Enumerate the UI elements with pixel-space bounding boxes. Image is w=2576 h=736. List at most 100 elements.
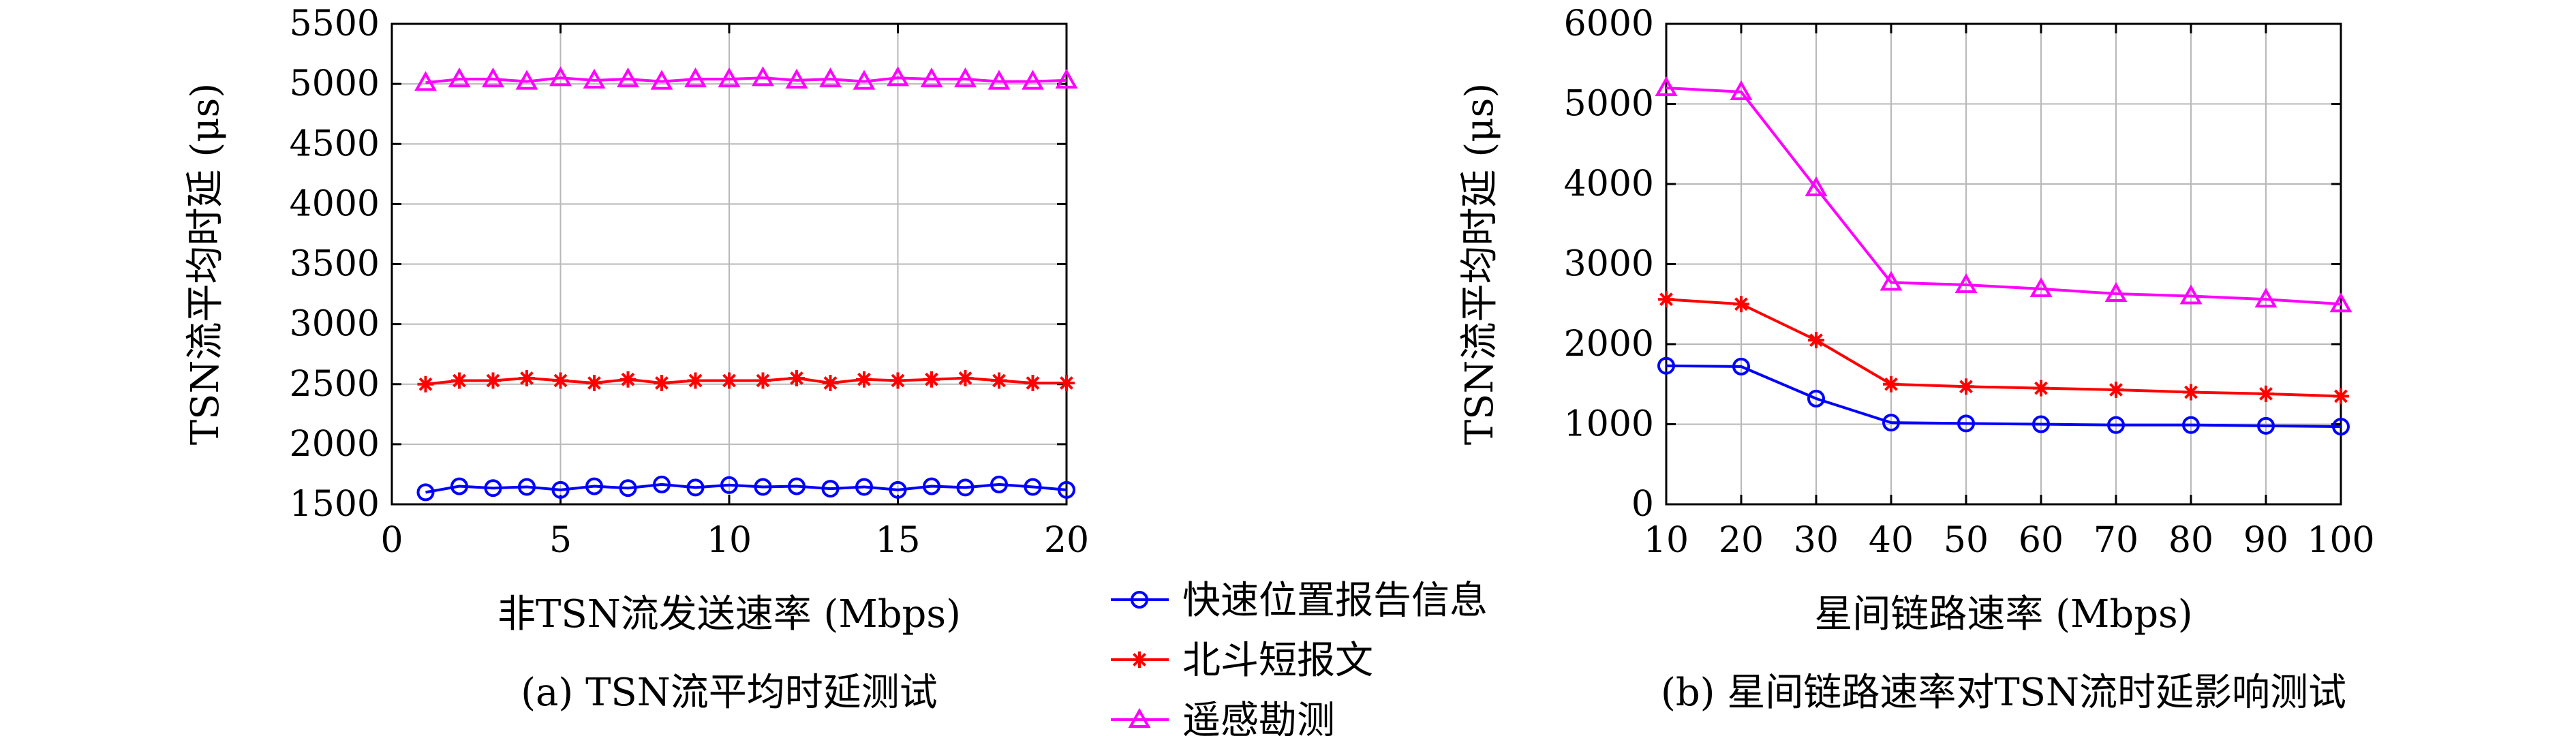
data-point [1024,374,1041,391]
data-point [482,67,504,88]
data-point [853,70,876,90]
data-point [822,374,839,391]
data-point [617,67,639,88]
data-point [586,374,602,391]
data-point [2254,288,2278,308]
data-point [923,477,940,495]
data-point [1058,480,1075,499]
data-point [1805,176,1828,196]
data-point [416,483,435,502]
legend-label: 遥感勘测 [1182,699,1335,736]
series-2 [414,66,1078,91]
y-tick-label: 3000 [290,304,380,345]
data-point [1058,374,1075,391]
data-point [2179,284,2203,305]
y-tick-label: 4000 [290,183,380,224]
data-point [1880,271,1903,291]
data-point [1954,273,1978,294]
data-point [2182,416,2200,434]
legend-label: 快速位置报告信息 [1182,579,1488,623]
x-tick-label: 30 [1794,520,1839,561]
data-point [721,372,737,389]
data-point [654,374,670,391]
data-point [956,478,975,497]
data-point [1808,332,1824,349]
chart-a-throughput-latency: 0 5 10 15 20 1500 2000 2500 3000 3500 4000 4500 5000… [183,3,1089,715]
y-tick-label: 2000 [290,424,380,465]
x-axis-label: 星间链路速率 (Mbps) [1814,592,2192,637]
data-point [752,66,774,87]
data-point [414,71,437,91]
data-point [2032,415,2050,433]
y-tick-label: 1500 [290,484,380,525]
y-tick-label: 2000 [1564,324,1654,365]
data-point [518,478,536,496]
x-tick-label: 70 [2094,520,2138,561]
data-point [990,475,1008,493]
y-tick-label: 1000 [1564,404,1654,445]
data-point [619,479,637,497]
legend-marker [1131,651,1148,668]
data-point [785,68,808,89]
chart-caption: (a) TSN流平均时延测试 [521,671,938,715]
x-tick-label: 15 [875,520,920,561]
data-point [754,478,772,496]
data-point [448,67,471,88]
x-tick-label: 40 [1869,520,1914,561]
data-point [1055,68,1078,89]
x-tick-label: 80 [2168,520,2213,561]
data-point [653,475,671,493]
x-tick-label: 20 [1719,520,1764,561]
series-line [1666,87,2342,306]
series-line [1666,298,2342,398]
x-tick-label: 20 [1044,520,1089,561]
data-point [2329,292,2352,313]
series-0 [416,475,1075,502]
x-tick-label: 10 [707,520,752,561]
y-tick-label: 2500 [290,364,380,405]
data-point [1655,76,1678,96]
data-point [819,67,842,88]
data-point [1883,375,1899,393]
x-tick-label: 0 [380,520,403,561]
y-axis-label: TSN流平均时延 (μs) [183,83,228,445]
data-point [2333,388,2349,405]
data-point [2183,384,2199,401]
data-point [1657,356,1675,375]
data-point [2107,416,2125,434]
data-point [2258,385,2274,402]
data-point [720,476,738,494]
data-point [1882,414,1900,432]
data-point [650,70,673,90]
data-point [2257,416,2275,435]
data-point [2108,381,2124,398]
y-tick-label: 5000 [1564,84,1654,125]
data-point [1024,478,1042,496]
data-point [551,480,570,499]
x-tick-label: 5 [549,520,572,561]
data-point [552,372,569,389]
y-tick-label: 3500 [290,244,380,285]
data-point [686,478,705,497]
data-point [887,66,909,87]
y-tick-label: 5500 [290,3,380,44]
data-point [788,369,805,386]
data-point [1958,378,1974,395]
data-point [417,375,434,393]
y-tick-label: 5000 [290,63,380,104]
y-tick-label: 4500 [290,123,380,164]
legend-marker [1131,591,1148,609]
data-point [957,369,974,386]
data-point [889,372,906,389]
x-tick-label: 90 [2243,520,2288,561]
chart-caption: (b) 星间链路速率对TSN流时延影响测试 [1661,671,2346,715]
data-point [718,67,741,88]
y-tick-label: 0 [1631,484,1654,525]
grid [391,23,1067,505]
data-point [619,371,637,388]
legend-marker [1128,707,1151,728]
series-1 [417,369,1075,393]
data-point [2332,418,2350,436]
chart-b-link-rate-latency: 10 20 30 40 50 60 70 80 90 1000100020003000400050… [1458,3,2375,715]
